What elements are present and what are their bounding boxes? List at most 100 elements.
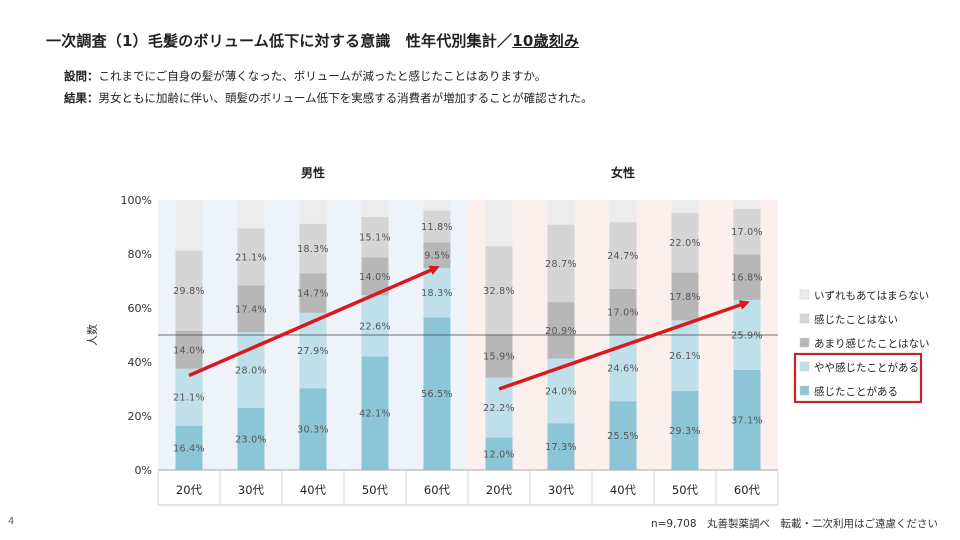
bar-segment: [485, 437, 513, 470]
data-label: 25.9%: [731, 330, 763, 341]
legend-swatch: [799, 337, 810, 348]
legend-highlight-box: [793, 352, 923, 404]
bar-segment: [733, 200, 761, 209]
x-category-label: 30代: [238, 483, 265, 497]
bar-segment: [485, 334, 513, 378]
y-axis-label: 人数: [86, 324, 99, 346]
data-label: 14.0%: [359, 272, 391, 283]
bar-segment: [547, 200, 575, 225]
bar-segment: [733, 254, 761, 300]
bar-segment: [671, 200, 699, 213]
question-text: これまでにご自身の髪が薄くなった、ボリュームが減ったと感じたことはありますか。: [98, 69, 547, 83]
data-label: 17.0%: [731, 227, 763, 238]
data-label: 9.5%: [424, 251, 449, 262]
bar-segment: [423, 317, 451, 470]
data-label: 29.8%: [173, 286, 205, 297]
bar-segment: [671, 320, 699, 391]
data-label: 25.5%: [607, 431, 639, 442]
bar-segment: [361, 200, 389, 217]
bar-segment: [485, 200, 513, 247]
bar-segment: [237, 285, 265, 333]
x-category-label: 40代: [300, 483, 327, 497]
data-label: 18.3%: [297, 244, 329, 255]
data-label: 56.5%: [421, 389, 453, 400]
data-label: 15.1%: [359, 233, 391, 244]
bar-segment: [609, 401, 637, 470]
data-label: 17.0%: [607, 307, 639, 318]
bar-segment: [609, 200, 637, 223]
y-tick-label: 100%: [121, 194, 152, 207]
bar-segment: [237, 407, 265, 470]
data-label: 21.1%: [235, 252, 267, 263]
x-category-label: 30代: [548, 483, 575, 497]
bar-segment: [733, 208, 761, 255]
data-label: 18.3%: [421, 288, 453, 299]
data-label: 37.1%: [731, 415, 763, 426]
bar-segment: [671, 390, 699, 470]
data-label: 24.0%: [545, 386, 577, 397]
data-label: 28.0%: [235, 366, 267, 377]
data-label: 16.4%: [173, 443, 205, 454]
bar-segment: [423, 200, 451, 211]
bar-segment: [175, 200, 203, 251]
legend-swatch: [799, 361, 810, 372]
data-label: 30.3%: [297, 425, 329, 436]
source-note: n=9,708 丸善製薬調べ 転載・二次利用はご遠慮ください: [650, 518, 938, 530]
bar-segment: [237, 228, 265, 286]
bar-segment: [361, 356, 389, 470]
bar-segment: [671, 272, 699, 321]
bar-segment: [671, 212, 699, 273]
legend-label: 感じたことがある: [814, 385, 898, 398]
question-label: 設問：: [64, 69, 99, 83]
data-label: 20.9%: [545, 326, 577, 337]
bar-segment: [547, 302, 575, 359]
x-category-label: 40代: [610, 483, 637, 497]
trend-arrow-2: [498, 300, 750, 391]
bar-segment: [423, 242, 451, 269]
data-label: 29.3%: [669, 426, 701, 437]
data-label: 24.7%: [607, 251, 639, 262]
bar-segment: [175, 250, 203, 331]
result-text: 男女ともに加齢に伴い、頭髪のボリューム低下を実感する消費者が増加することが確認さ…: [98, 91, 593, 105]
bar-segment: [423, 268, 451, 318]
bar-segment: [609, 288, 637, 335]
bar-segment: [299, 223, 327, 274]
legend-swatch: [799, 313, 810, 324]
data-label: 15.9%: [483, 352, 515, 363]
bar-segment: [485, 246, 513, 335]
data-label: 17.3%: [545, 442, 577, 453]
bar-segment: [609, 222, 637, 289]
x-category-label: 60代: [424, 483, 451, 497]
legend-label: いずれもあてはまらない: [814, 290, 929, 302]
data-label: 14.7%: [297, 289, 329, 300]
data-label: 27.9%: [297, 346, 329, 357]
x-category-label: 20代: [486, 483, 513, 497]
page-title: 一次調査（1）毛髪のボリューム低下に対する意識 性年代別集計／10歳刻み: [46, 30, 579, 51]
data-label: 17.8%: [669, 292, 701, 303]
question-line: 設問：これまでにご自身の髪が薄くなった、ボリュームが減ったと感じたことはあります…: [64, 68, 546, 84]
bar-segment: [733, 369, 761, 470]
bar-segment: [299, 273, 327, 313]
data-label: 22.6%: [359, 321, 391, 332]
data-label: 14.0%: [173, 345, 205, 356]
legend-swatch: [799, 385, 810, 396]
bar-segment: [423, 210, 451, 243]
x-category-label: 50代: [672, 483, 699, 497]
data-label: 11.8%: [421, 222, 453, 233]
y-tick-label: 20%: [128, 410, 152, 423]
data-label: 42.1%: [359, 409, 391, 420]
data-label: 23.0%: [235, 434, 267, 445]
data-label: 17.4%: [235, 304, 267, 315]
title-underlined: 10歳刻み: [512, 32, 580, 50]
bar-segment: [547, 224, 575, 303]
legend-label: あまり感じたことはない: [814, 337, 930, 350]
bar-segment: [299, 388, 327, 470]
x-category-label: 50代: [362, 483, 389, 497]
y-tick-label: 40%: [128, 356, 152, 369]
result-line: 結果：男女ともに加齢に伴い、頭髪のボリューム低下を実感する消費者が増加することが…: [64, 90, 593, 106]
data-label: 22.0%: [669, 238, 701, 249]
bar-segment: [299, 200, 327, 224]
x-category-label: 60代: [734, 483, 761, 497]
y-tick-label: 0%: [135, 464, 152, 477]
